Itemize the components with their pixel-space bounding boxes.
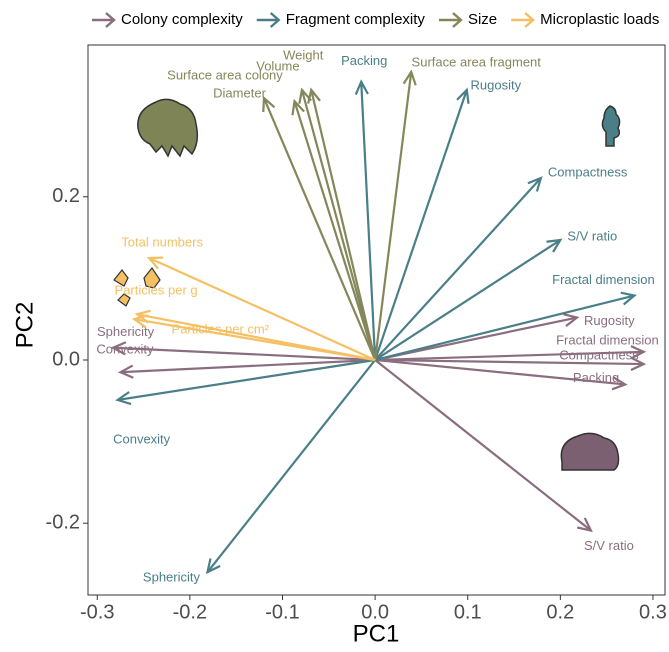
x-tick-label: 0.1 [454, 601, 482, 623]
loading-arrow [295, 101, 376, 360]
arrow-label: Rugosity [471, 77, 522, 92]
arrow-label: Particles per cm² [172, 322, 270, 337]
x-tick-label: -0.1 [265, 601, 299, 623]
legend-arrow [257, 13, 279, 27]
arrow-label: Rugosity [584, 313, 635, 328]
y-tick-label: -0.2 [46, 511, 80, 533]
x-axis-title: PC1 [353, 620, 400, 647]
arrow-label: Diameter [213, 86, 266, 101]
arrow-label: S/V ratio [584, 538, 634, 553]
icon-colony-complexity [561, 433, 618, 470]
loading-arrow [149, 258, 375, 360]
loading-arrow [311, 90, 375, 360]
page: {"chart_data": {"type": "biplot", "x_lab… [0, 0, 669, 652]
legend-label: Colony complexity [121, 11, 243, 28]
loading-arrow [375, 72, 411, 360]
legend-label: Microplastic loads [540, 11, 659, 28]
loading-arrow [264, 98, 375, 360]
arrow-label: Compactness [548, 164, 628, 179]
arrow-label: Convexity [113, 431, 171, 446]
loading-arrow [375, 90, 467, 360]
arrow-label: Convexity [96, 342, 154, 357]
legend-label: Size [468, 11, 497, 28]
x-tick-label: -0.3 [80, 601, 114, 623]
y-axis-title: PC2 [11, 302, 38, 349]
loading-arrow [375, 318, 577, 360]
legend-label: Fragment complexity [286, 11, 426, 28]
x-tick-label: 0.0 [361, 601, 389, 623]
arrow-label: Total numbers [121, 234, 203, 249]
x-tick-label: 0.3 [639, 601, 667, 623]
y-tick-label: 0.2 [52, 185, 80, 207]
chart: PC1 PC2 -0.3 -0.2 -0.1 0.0 0.1 0.2 0.3 -0.2 0.0 0… [0, 0, 669, 652]
legend-arrow [92, 13, 114, 27]
x-tick-label: 0.2 [546, 601, 574, 623]
arrow-label: Fractal dimension [556, 332, 659, 347]
legend-arrow [511, 13, 533, 27]
x-tick-label: -0.2 [173, 601, 207, 623]
arrow-label: Particles per g [115, 283, 198, 298]
arrow-label: Weight [283, 47, 324, 62]
arrow-label: Compactness [559, 348, 639, 363]
arrow-label: Fractal dimension [552, 272, 655, 287]
icon-fragment [602, 106, 619, 146]
loading-arrow [207, 360, 375, 572]
arrow-label: Sphericity [143, 570, 201, 585]
loading-arrow [375, 360, 591, 531]
arrow-label: Packing [573, 370, 619, 385]
legend-arrow [439, 13, 461, 27]
arrow-label: Surface area fragment [412, 54, 542, 69]
y-tick-label: 0.0 [52, 348, 80, 370]
arrow-head [546, 240, 560, 252]
icon-colony-size [138, 99, 198, 156]
arrow-label: Packing [341, 53, 387, 68]
arrow-label: S/V ratio [567, 228, 617, 243]
